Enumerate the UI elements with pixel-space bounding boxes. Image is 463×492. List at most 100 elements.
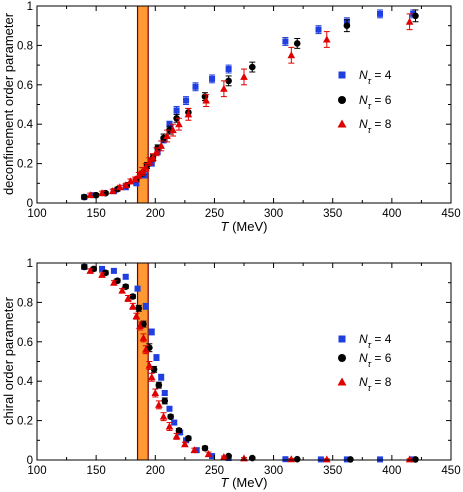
- legend-label-sub: τ: [368, 359, 372, 369]
- data-point-triangle: [124, 294, 132, 302]
- y-tick-label: 0.2: [17, 159, 33, 171]
- y-axis-title: chiral order parameter: [1, 296, 16, 425]
- x-tick-label: 450: [441, 208, 460, 220]
- data-point-circle: [167, 413, 174, 420]
- x-tick-label: 100: [27, 208, 46, 220]
- data-point-triangle: [175, 120, 183, 128]
- legend-square-marker: [338, 71, 346, 79]
- x-axis-title: T (MeV): [221, 219, 268, 234]
- data-point-square: [99, 265, 106, 272]
- data-point-square: [377, 456, 384, 463]
- data-point-triangle: [204, 450, 213, 458]
- legend-item-nt6: Nτ = 6: [338, 351, 392, 369]
- svg-text:Nτ = 8: Nτ = 8: [359, 375, 392, 393]
- y-tick-label: 0.4: [17, 376, 34, 388]
- data-point-triangle: [121, 181, 130, 189]
- legend-label-var: N: [359, 117, 368, 131]
- transition-band: [137, 263, 149, 460]
- legend-label-value: = 4: [371, 68, 392, 82]
- data-point-triangle: [118, 286, 126, 294]
- data-point-triangle: [190, 446, 199, 454]
- legend-item-nt6: Nτ = 6: [338, 93, 392, 111]
- legend-label-sub: τ: [368, 383, 372, 393]
- legend-label-var: N: [359, 375, 368, 389]
- x-tick-label: 200: [146, 208, 165, 220]
- data-point-triangle: [220, 453, 228, 461]
- data-point-triangle: [149, 153, 157, 161]
- data-point-triangle: [142, 163, 150, 171]
- data-point-square: [158, 374, 165, 381]
- data-point-square: [153, 354, 160, 361]
- data-point-square: [317, 456, 324, 463]
- data-point-triangle: [98, 189, 106, 197]
- data-point-circle: [185, 435, 192, 442]
- data-point-triangle: [145, 361, 154, 369]
- legend-triangle-marker: [337, 119, 347, 128]
- data-point-square: [209, 453, 216, 460]
- data-point-square: [282, 456, 289, 463]
- data-point-triangle: [134, 171, 143, 179]
- data-point-square: [122, 273, 129, 280]
- legend-label-var: N: [359, 351, 368, 365]
- data-point-triangle: [220, 84, 228, 92]
- data-point-square: [166, 405, 173, 412]
- legend-square-marker: [338, 335, 346, 343]
- svg-text:Nτ = 4: Nτ = 4: [359, 332, 392, 350]
- data-point-circle: [92, 191, 100, 199]
- legend-label-value: = 6: [371, 93, 392, 107]
- data-point-triangle: [202, 96, 210, 104]
- x-tick-label: 450: [441, 465, 460, 477]
- chiral-chart: 100 150 200 250 300 350 400 450 0 0.2 0.4 0.6 0.8 1 c…: [1, 258, 461, 490]
- data-point-triangle: [181, 440, 189, 448]
- data-point-square: [110, 267, 117, 274]
- data-point-circle: [161, 397, 169, 405]
- x-tick-label: 300: [264, 465, 283, 477]
- legend-label-sub: τ: [368, 76, 372, 86]
- data-point-circle: [175, 427, 183, 434]
- data-point-triangle: [98, 270, 106, 278]
- data-point-triangle: [126, 177, 135, 185]
- data-point-square: [161, 390, 168, 397]
- data-point-circle: [225, 452, 232, 460]
- data-point-triangle: [86, 266, 95, 274]
- legend-label-value: = 6: [371, 351, 392, 365]
- deconfinement-chart: 100 150 200 250 300 350 400 450 0 0.2 0.4 0.6 0.8 1 d…: [1, 1, 461, 234]
- data-point-triangle: [108, 187, 117, 195]
- data-point-circle: [135, 305, 143, 312]
- data-point-square: [134, 285, 141, 292]
- x-tick-label: 200: [146, 465, 165, 477]
- data-point-circle: [412, 456, 419, 463]
- legend-label-value: = 8: [371, 117, 392, 131]
- y-tick-label: 1: [27, 258, 33, 270]
- data-point-triangle: [323, 455, 331, 463]
- x-tick-label: 150: [87, 465, 106, 477]
- data-point-circle: [81, 263, 88, 271]
- data-point-triangle: [405, 455, 414, 463]
- data-point-triangle: [169, 126, 177, 134]
- legend-item-nt4: Nτ = 4: [338, 332, 392, 350]
- x-axis-unit: (MeV): [228, 475, 267, 490]
- x-axis-unit: (MeV): [228, 219, 267, 234]
- data-point-circle: [347, 456, 354, 463]
- data-point-triangle: [151, 389, 160, 397]
- data-point-triangle: [287, 51, 296, 59]
- series-triangle: [86, 266, 414, 463]
- data-point-circle: [155, 381, 163, 389]
- legend-item-nt4: Nτ = 4: [338, 68, 392, 86]
- data-point-circle: [129, 293, 137, 300]
- x-tick-label: 350: [323, 208, 342, 220]
- data-point-triangle: [116, 183, 124, 191]
- data-point-triangle: [110, 278, 118, 286]
- data-point-circle: [412, 12, 419, 20]
- data-point-triangle: [138, 167, 147, 175]
- data-point-triangle: [136, 322, 144, 330]
- data-point-square: [171, 419, 178, 426]
- data-point-triangle: [172, 432, 181, 440]
- legend-label-sub: τ: [368, 125, 372, 135]
- legend-label-value: = 4: [371, 332, 392, 346]
- data-point-circle: [343, 22, 351, 30]
- data-point-triangle: [157, 141, 165, 149]
- data-point-triangle: [240, 72, 248, 80]
- svg-text:Nτ = 4: Nτ = 4: [359, 68, 392, 86]
- series-triangle: [86, 13, 414, 199]
